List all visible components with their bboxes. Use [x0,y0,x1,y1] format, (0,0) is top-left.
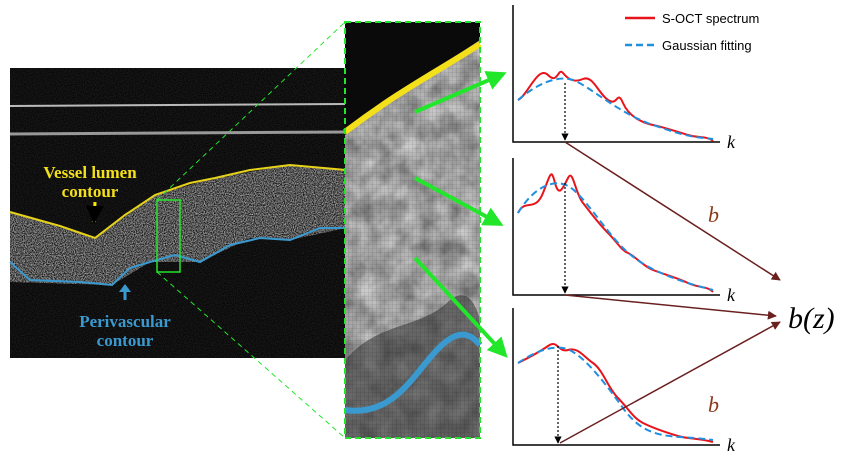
arrow [564,294,777,320]
zoom-line [156,271,346,439]
zoom-panel [343,21,483,439]
legend-label: S-OCT spectrum [662,11,759,26]
legend: S-OCT spectrum Gaussian fitting [625,11,759,53]
perivascular-label: contour [97,331,154,350]
oct-image: Vessel lumen contour Perivascular contou… [9,68,347,358]
parameter-label: b [708,202,719,227]
axis-label: k [727,132,736,152]
axis-label: k [727,285,736,305]
spectrum-plot: k [512,158,736,305]
arrow [564,141,781,281]
spectrum-plot: k [512,5,736,152]
zoom-line [156,21,346,201]
axis-label: k [727,435,736,455]
vessel-label: contour [62,182,119,201]
arrow [559,321,781,444]
arrow [414,176,504,226]
output-label: b(z) [788,302,835,335]
vessel-label: Vessel lumen [43,163,137,182]
spectrum-plot: k [512,308,736,455]
arrow [414,71,507,114]
parameter-label: b [708,392,719,417]
arrow [413,256,508,358]
perivascular-label: Perivascular [79,312,171,331]
legend-label: Gaussian fitting [662,38,752,53]
